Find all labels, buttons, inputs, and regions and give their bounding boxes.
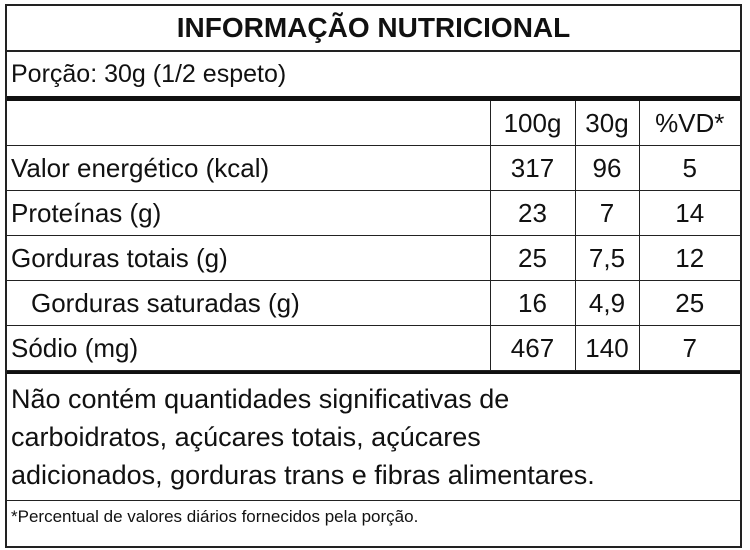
header-row: 100g 30g %VD* xyxy=(7,101,740,146)
table-row: Sódio (mg) 467 140 7 xyxy=(7,325,740,371)
row-label: Gorduras saturadas (g) xyxy=(7,280,491,326)
footnote: *Percentual de valores diários fornecido… xyxy=(7,500,740,533)
title: INFORMAÇÃO NUTRICIONAL xyxy=(7,6,740,52)
column-header: 100g xyxy=(489,101,576,146)
cell: 5 xyxy=(638,145,740,191)
cell: 96 xyxy=(574,145,640,191)
cell: 7 xyxy=(574,190,640,236)
table-row: Valor energético (kcal) 317 96 5 xyxy=(7,145,740,191)
note-line: carboidratos, açúcares totais, açúcares xyxy=(11,422,481,452)
cell: 7 xyxy=(638,325,740,371)
table-row: Gorduras totais (g) 25 7,5 12 xyxy=(7,235,740,281)
note-line: adicionados, gorduras trans e fibras ali… xyxy=(11,460,595,490)
cell: 25 xyxy=(638,280,740,326)
cell: 12 xyxy=(638,235,740,281)
row-label: Sódio (mg) xyxy=(7,325,491,371)
row-label: Valor energético (kcal) xyxy=(7,145,491,191)
cell: 14 xyxy=(638,190,740,236)
header-cell xyxy=(7,101,491,146)
table-row: Gorduras saturadas (g) 16 4,9 25 xyxy=(7,280,740,326)
note: Não contém quantidades significativas de… xyxy=(7,371,740,500)
cell: 25 xyxy=(489,235,576,281)
cell: 317 xyxy=(489,145,576,191)
nutrition-table: 100g 30g %VD* Valor energético (kcal) 317 96 5… xyxy=(7,101,740,371)
cell: 4,9 xyxy=(574,280,640,326)
column-header: 30g xyxy=(574,101,640,146)
cell: 23 xyxy=(489,190,576,236)
nutrition-label: INFORMAÇÃO NUTRICIONAL Porção: 30g (1/2 … xyxy=(5,4,742,548)
row-label: Proteínas (g) xyxy=(7,190,491,236)
cell: 140 xyxy=(574,325,640,371)
note-line: Não contém quantidades significativas de xyxy=(11,384,510,414)
cell: 16 xyxy=(489,280,576,326)
column-header: %VD* xyxy=(638,101,740,146)
cell: 467 xyxy=(489,325,576,371)
row-label: Gorduras totais (g) xyxy=(7,235,491,281)
serving: Porção: 30g (1/2 espeto) xyxy=(7,52,740,101)
cell: 7,5 xyxy=(574,235,640,281)
table-row: Proteínas (g) 23 7 14 xyxy=(7,190,740,236)
